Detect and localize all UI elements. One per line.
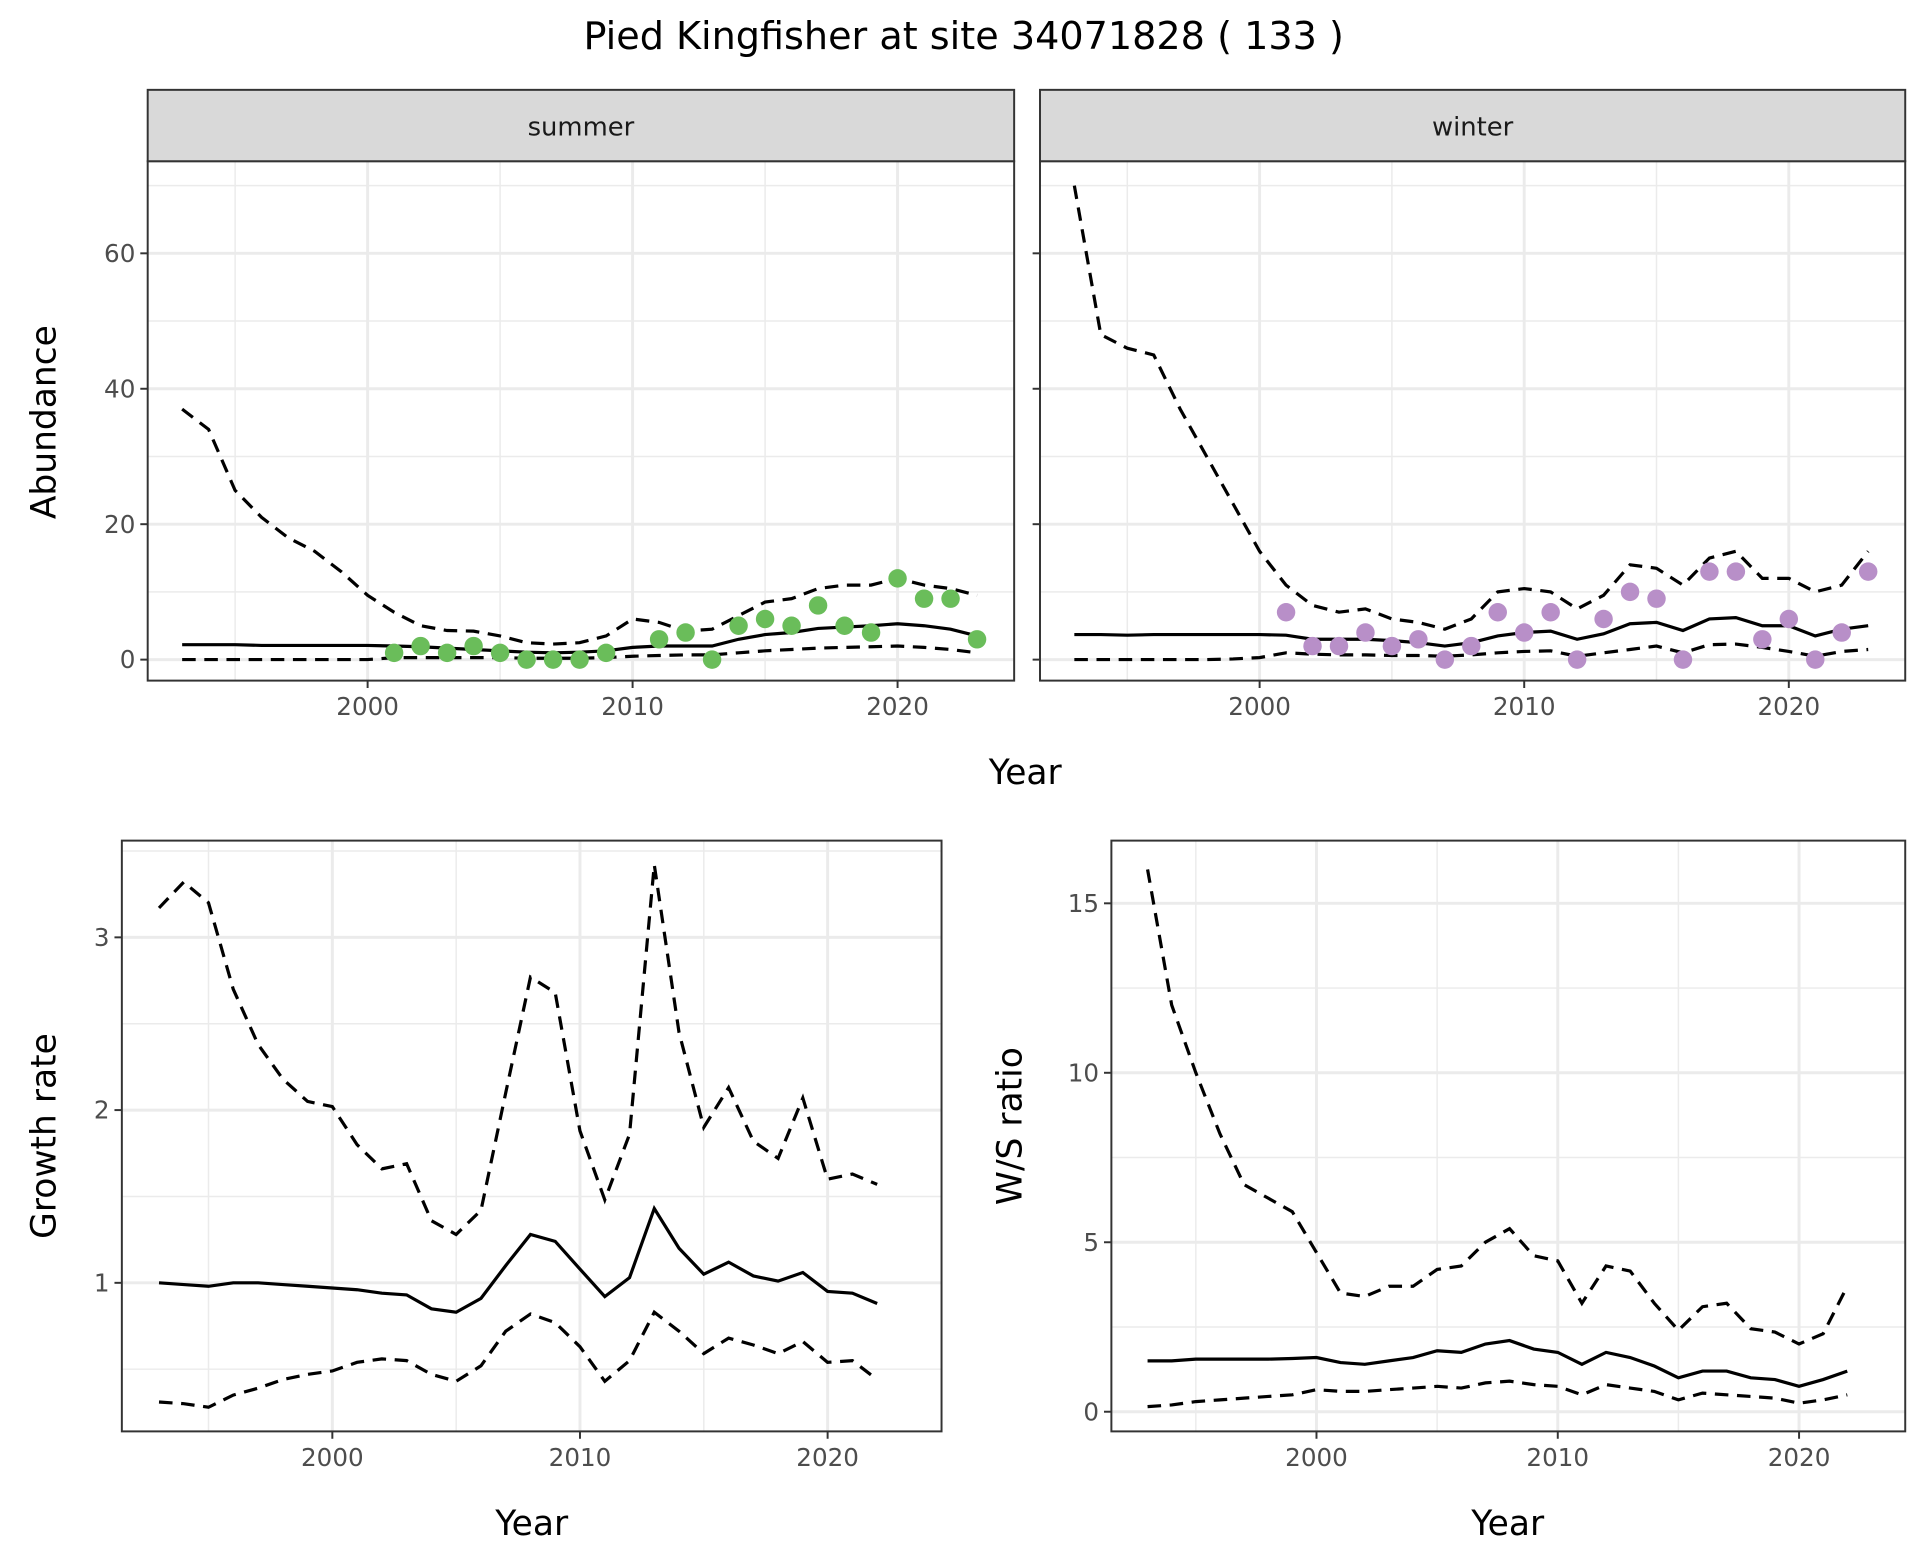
y-tick-label: 60	[104, 239, 135, 268]
data-point	[702, 650, 722, 669]
data-point	[464, 636, 483, 656]
x-tick-label: 2020	[1757, 692, 1820, 721]
data-point	[570, 650, 589, 669]
facet-strip	[146, 88, 1016, 163]
x-axis-title-ws: Year	[1470, 1504, 1545, 1544]
plot-background	[121, 840, 942, 1432]
x-tick-label: 2020	[1768, 1443, 1831, 1472]
y-tick-label: 2	[94, 1096, 110, 1125]
facet-strip	[1039, 88, 1907, 163]
x-tick-label: 2000	[301, 1443, 364, 1472]
x-tick-label: 2000	[1285, 1443, 1348, 1472]
x-tick-label: 2000	[1228, 692, 1291, 721]
y-tick-label: 20	[104, 510, 135, 539]
y-tick-label: 40	[104, 374, 135, 403]
y-tick-label: 15	[1068, 889, 1099, 918]
data-point	[676, 623, 695, 642]
x-tick-label: 2000	[336, 692, 399, 721]
y-axis-title-abundance: Abundance	[24, 325, 64, 519]
y-tick-label: 0	[120, 645, 136, 674]
panel-growth: 2000 2010 2020 1 2 3	[94, 839, 943, 1472]
data-point	[384, 643, 404, 663]
data-point	[1567, 650, 1587, 669]
plot-background	[1111, 840, 1906, 1432]
data-point	[596, 643, 616, 663]
data-point	[755, 609, 775, 629]
plot-background	[1040, 161, 1906, 681]
data-point	[1276, 602, 1296, 622]
mean-line	[1147, 1338, 1848, 1389]
data-point	[1832, 623, 1851, 642]
panel-summer: summer 2000 2010 2020 0 20 40 60	[104, 88, 1016, 721]
chart-title: Pied Kingfisher at site 34071828 ( 133 )	[583, 14, 1343, 58]
data-point	[1858, 562, 1878, 581]
data-point	[490, 643, 510, 663]
x-tick-label: 2010	[1493, 692, 1556, 721]
data-point	[411, 636, 430, 656]
data-point	[1620, 582, 1640, 602]
x-tick-label: 2010	[1526, 1443, 1589, 1472]
y-tick-label: 3	[94, 923, 110, 952]
data-point	[1382, 636, 1402, 656]
data-point	[1541, 602, 1560, 622]
lower-bound-line	[1074, 642, 1869, 662]
data-point	[967, 630, 987, 649]
data-point	[1647, 589, 1666, 608]
data-point	[941, 589, 960, 608]
upper-bound-line	[1072, 185, 1870, 631]
panel-border	[1110, 839, 1907, 1433]
data-point	[1779, 609, 1799, 629]
y-tick-label: 5	[1083, 1228, 1099, 1257]
facet-strip-label: winter	[1432, 112, 1514, 142]
data-point	[1806, 650, 1825, 669]
data-point	[1753, 630, 1772, 649]
data-point	[1514, 623, 1534, 642]
facet-strip-label: summer	[528, 112, 635, 142]
y-tick-label: 10	[1068, 1058, 1099, 1087]
data-point	[1726, 562, 1746, 581]
data-point	[808, 596, 828, 615]
y-tick-label: 0	[1083, 1397, 1099, 1426]
data-point	[729, 616, 748, 635]
x-axis-title-growth: Year	[494, 1504, 569, 1544]
data-point	[1488, 602, 1507, 622]
data-point	[1435, 650, 1455, 669]
x-tick-label: 2010	[601, 692, 664, 721]
lower-bound-line	[1147, 1379, 1848, 1409]
panel-border	[120, 839, 943, 1433]
upper-bound-line	[1145, 869, 1849, 1346]
panel-ws: 2000 2010 2020 0 5 10 15	[1068, 839, 1907, 1472]
data-point	[1329, 636, 1349, 656]
data-point	[1356, 623, 1375, 642]
data-point	[543, 650, 563, 669]
x-axis-title-top: Year	[988, 753, 1063, 793]
y-axis-title-growth: Growth rate	[24, 1033, 64, 1239]
y-axis-title-ws: W/S ratio	[991, 1047, 1031, 1205]
data-point	[782, 616, 801, 635]
data-point	[1700, 562, 1719, 581]
data-point	[835, 616, 854, 635]
x-tick-label: 2010	[549, 1443, 612, 1472]
upper-bound-line	[157, 864, 878, 1237]
upper-bound-line	[181, 407, 978, 646]
data-point	[888, 569, 907, 588]
x-tick-label: 2020	[866, 692, 929, 721]
data-point	[437, 643, 457, 663]
data-point	[861, 623, 881, 642]
data-point	[1594, 609, 1613, 629]
plot-background	[147, 161, 1015, 681]
data-point	[649, 630, 669, 649]
data-point	[1409, 630, 1428, 649]
panel-winter: winter 2000 2010 2020	[1032, 88, 1907, 721]
data-point	[1673, 650, 1693, 669]
y-tick-label: 1	[94, 1268, 110, 1297]
data-point	[1303, 636, 1322, 656]
data-point	[517, 650, 536, 669]
data-point	[914, 589, 934, 608]
mean-line	[158, 1204, 878, 1314]
x-tick-label: 2020	[796, 1443, 859, 1472]
data-point	[1462, 636, 1481, 656]
